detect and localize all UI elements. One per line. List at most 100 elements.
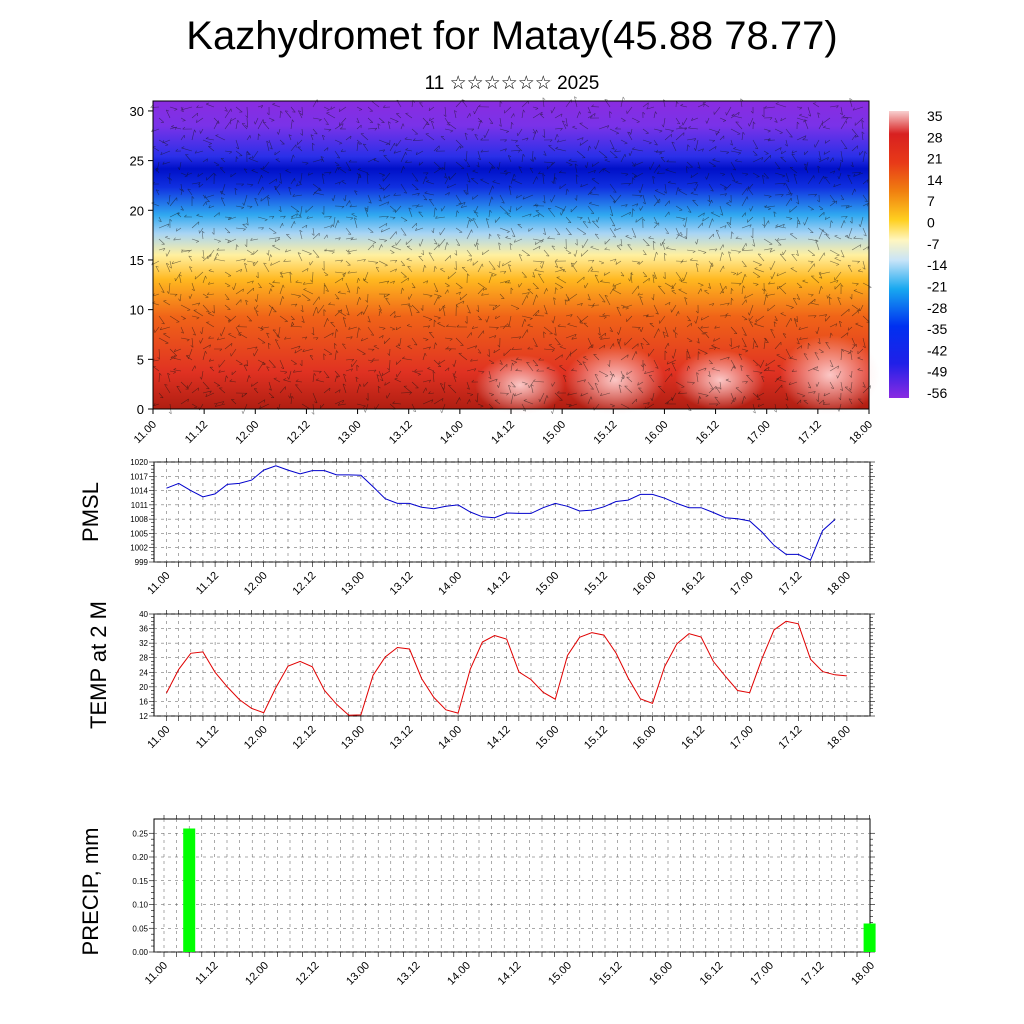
- wind-barb-flag: [729, 143, 733, 146]
- wind-barb-flag: [822, 229, 825, 233]
- wind-barb: [616, 338, 622, 350]
- wind-barbs: [150, 96, 872, 415]
- wind-barb: [400, 123, 404, 130]
- wind-barb: [508, 315, 512, 327]
- wind-barb: [664, 367, 670, 372]
- wind-barb: [763, 220, 769, 229]
- wind-barb: [301, 336, 307, 339]
- wind-barb: [829, 359, 834, 368]
- wind-barb-flag: [693, 147, 696, 151]
- wind-barb: [180, 381, 189, 390]
- wind-barb: [273, 378, 281, 383]
- wind-barb-flag: [407, 345, 411, 347]
- wind-barb: [290, 345, 301, 350]
- wind-barb-flag: [338, 237, 341, 241]
- wind-barb-flag: [483, 134, 486, 138]
- wind-barb-flag: [655, 367, 659, 369]
- wind-barb: [378, 238, 387, 241]
- wind-barb-flag: [196, 317, 200, 320]
- wind-barb: [475, 212, 479, 218]
- wind-barb-flag: [242, 288, 244, 292]
- wind-barb: [614, 150, 622, 152]
- wind-barb: [254, 197, 259, 207]
- wind-barb-flag: [689, 258, 693, 261]
- wind-barb: [477, 150, 481, 160]
- wind-barb-flag: [326, 109, 330, 111]
- wind-barb: [567, 392, 578, 396]
- wind-barb: [593, 354, 600, 361]
- wind-barb: [191, 182, 201, 185]
- wind-barb: [538, 172, 545, 175]
- wind-barb: [708, 347, 717, 350]
- wind-barb: [441, 205, 446, 212]
- wind-barb-flag: [431, 230, 434, 234]
- x-tick-label: 16.12: [698, 960, 726, 988]
- wind-barb-flag: [779, 132, 783, 134]
- wind-barb: [266, 332, 270, 339]
- wind-barb-flag: [526, 295, 529, 299]
- wind-barb: [724, 183, 732, 191]
- wind-barb: [461, 205, 468, 208]
- wind-barb: [433, 315, 441, 319]
- wind-barb: [189, 293, 193, 299]
- wind-barb-flag: [393, 280, 395, 284]
- wind-barb-flag: [323, 309, 327, 312]
- wind-barb-flag: [155, 265, 159, 268]
- wind-barb-flag: [768, 281, 771, 285]
- wind-barb-flag: [380, 379, 384, 382]
- wind-barb: [403, 386, 413, 394]
- wind-barb-flag: [506, 231, 510, 234]
- wind-barb-flag: [339, 126, 343, 130]
- wind-barb: [675, 271, 683, 281]
- wind-barb: [706, 117, 710, 124]
- wind-barb-flag: [383, 105, 386, 108]
- wind-barb-flag: [848, 387, 852, 391]
- wind-barb: [488, 196, 493, 207]
- x-tick-label: 15.00: [533, 724, 561, 752]
- wind-barb-flag: [722, 173, 726, 176]
- wind-barb-flag: [604, 333, 607, 337]
- wind-barb: [604, 159, 611, 163]
- wind-barb-flag: [745, 381, 748, 384]
- wind-barb: [290, 396, 293, 405]
- wind-barb-flag: [587, 298, 591, 301]
- wind-barb: [497, 234, 501, 240]
- wind-barb: [796, 337, 800, 345]
- wind-barb-flag: [343, 317, 346, 320]
- wind-barb-flag: [841, 349, 845, 353]
- wind-barb: [719, 356, 730, 361]
- wind-barb: [741, 337, 747, 348]
- wind-barb-flag: [259, 405, 261, 409]
- wind-barb: [477, 282, 488, 290]
- wind-barb: [626, 376, 633, 383]
- wind-barb: [345, 358, 354, 361]
- wind-barb: [206, 103, 215, 108]
- wind-barb-flag: [835, 200, 838, 204]
- wind-barb: [440, 383, 446, 394]
- wind-barb-flag: [755, 318, 757, 322]
- wind-barb-flag: [408, 207, 412, 210]
- wind-barb: [300, 205, 303, 217]
- wind-barb: [393, 315, 402, 318]
- wind-barb-flag: [619, 243, 623, 247]
- wind-barb: [527, 324, 534, 328]
- wind-barb-flag: [754, 322, 758, 325]
- wind-barb-flag: [428, 252, 432, 254]
- wind-barb: [191, 282, 195, 291]
- wind-barb: [213, 238, 221, 242]
- wind-barb: [185, 355, 193, 361]
- wind-barb: [406, 259, 413, 262]
- wind-barb-flag: [554, 177, 558, 180]
- wind-barb: [837, 297, 842, 306]
- wind-barb: [302, 348, 314, 352]
- wind-barb-flag: [167, 176, 170, 180]
- wind-barb-flag: [377, 385, 381, 389]
- wind-barb: [829, 260, 840, 265]
- wind-barb: [488, 370, 492, 379]
- wind-barb-flag: [368, 201, 372, 204]
- wind-barb-flag: [406, 257, 410, 260]
- wind-barb-flag: [580, 393, 583, 397]
- wind-barb-flag: [413, 138, 416, 141]
- wind-barb-flag: [273, 377, 277, 379]
- wind-barb: [235, 205, 244, 208]
